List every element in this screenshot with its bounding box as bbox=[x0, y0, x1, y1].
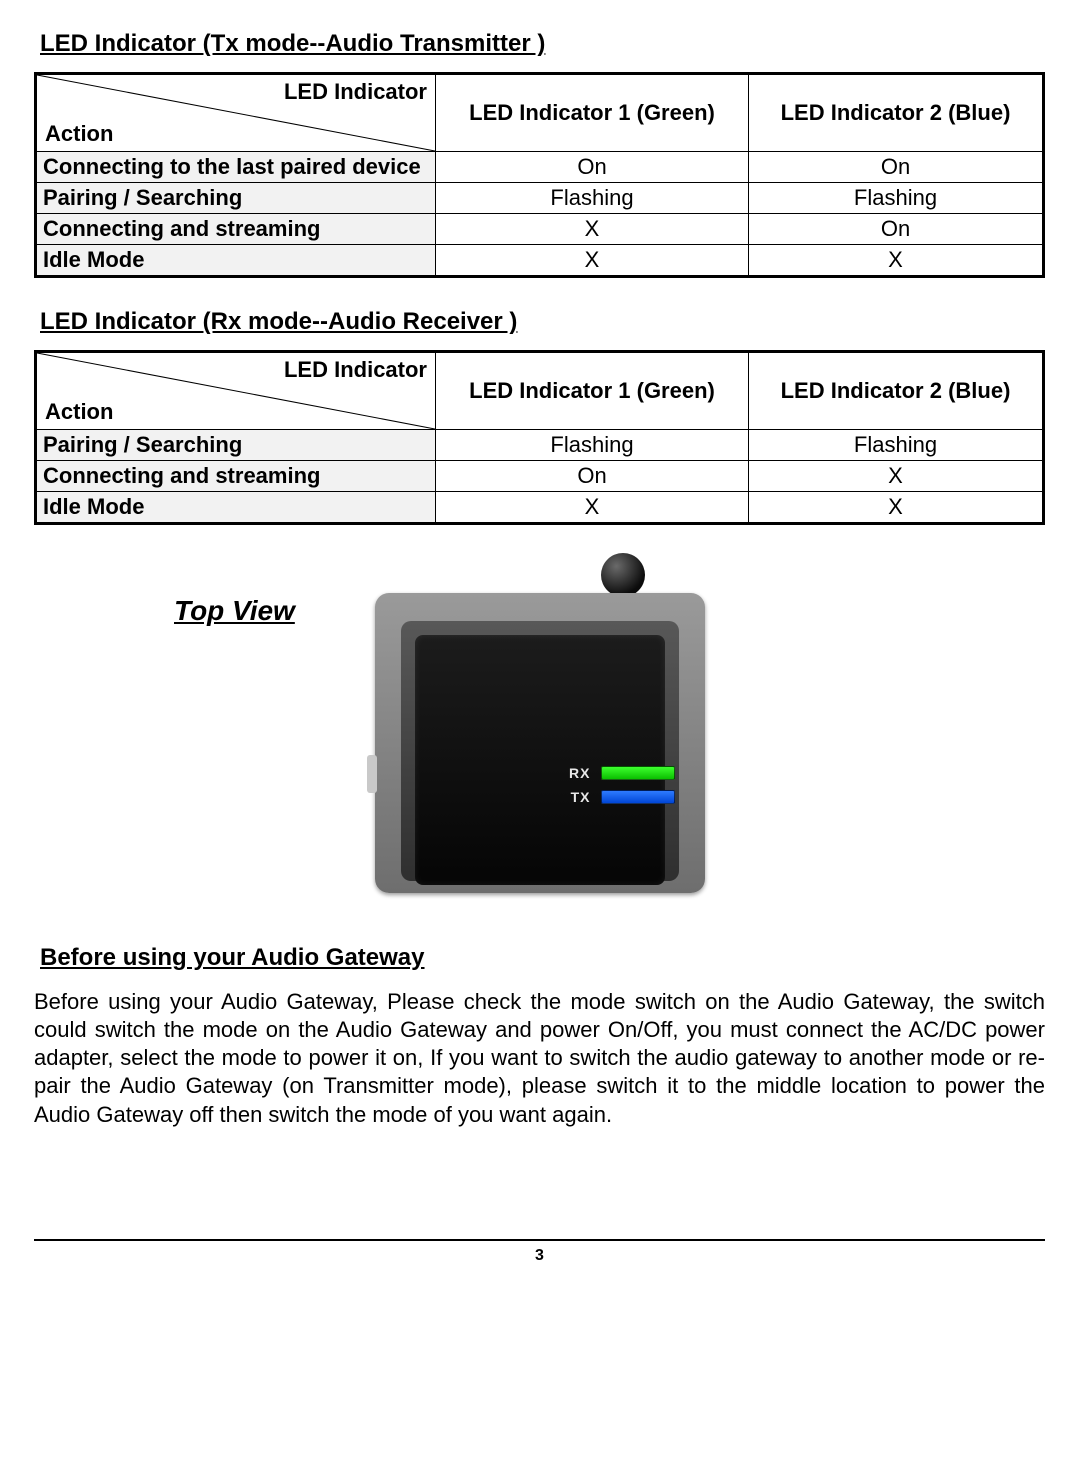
table-row: Connecting and streamingOnX bbox=[36, 461, 1044, 492]
row-label: Pairing / Searching bbox=[36, 183, 436, 214]
rx-table: LED Indicator Action LED Indicator 1 (Gr… bbox=[34, 350, 1045, 525]
page-number: 3 bbox=[535, 1247, 544, 1264]
rx-col2-header: LED Indicator 2 (Blue) bbox=[749, 352, 1044, 430]
tx-table: LED Indicator Action LED Indicator 1 (Gr… bbox=[34, 72, 1045, 278]
rx-table-corner: LED Indicator Action bbox=[36, 352, 436, 430]
tx-col2-header: LED Indicator 2 (Blue) bbox=[749, 74, 1044, 152]
cell-led1: On bbox=[436, 152, 749, 183]
cell-led2: On bbox=[749, 152, 1044, 183]
rx-tbody: Pairing / SearchingFlashingFlashingConne… bbox=[36, 430, 1044, 524]
tx-led-row: TX bbox=[571, 789, 675, 805]
table-row: Connecting to the last paired deviceOnOn bbox=[36, 152, 1044, 183]
tx-section-title: LED Indicator (Tx mode--Audio Transmitte… bbox=[40, 30, 1045, 58]
tx-led-icon bbox=[601, 790, 675, 804]
tx-col1-header: LED Indicator 1 (Green) bbox=[436, 74, 749, 152]
before-body-text: Before using your Audio Gateway, Please … bbox=[34, 988, 1045, 1129]
page-footer: 3 bbox=[34, 1239, 1045, 1265]
rx-led-row: RX bbox=[569, 765, 674, 781]
device-top-panel bbox=[415, 635, 665, 885]
rx-col1-header: LED Indicator 1 (Green) bbox=[436, 352, 749, 430]
rx-led-label: RX bbox=[569, 765, 590, 781]
tx-header-top: LED Indicator bbox=[284, 79, 427, 105]
device-illustration: RX TX bbox=[375, 565, 705, 905]
row-label: Pairing / Searching bbox=[36, 430, 436, 461]
row-label: Connecting and streaming bbox=[36, 461, 436, 492]
cell-led2: X bbox=[749, 461, 1044, 492]
row-label: Idle Mode bbox=[36, 245, 436, 277]
row-label: Connecting and streaming bbox=[36, 214, 436, 245]
rx-header-bottom: Action bbox=[45, 399, 113, 425]
row-label: Connecting to the last paired device bbox=[36, 152, 436, 183]
table-row: Idle ModeXX bbox=[36, 492, 1044, 524]
rx-section-title: LED Indicator (Rx mode--Audio Receiver ) bbox=[40, 308, 1045, 336]
row-label: Idle Mode bbox=[36, 492, 436, 524]
tx-table-corner: LED Indicator Action bbox=[36, 74, 436, 152]
top-view-caption: Top View bbox=[174, 595, 295, 627]
cell-led1: On bbox=[436, 461, 749, 492]
cell-led1: Flashing bbox=[436, 430, 749, 461]
cell-led1: X bbox=[436, 214, 749, 245]
cell-led2: X bbox=[749, 492, 1044, 524]
rx-led-icon bbox=[601, 766, 675, 780]
cell-led2: Flashing bbox=[749, 430, 1044, 461]
cell-led1: X bbox=[436, 245, 749, 277]
table-row: Pairing / SearchingFlashingFlashing bbox=[36, 430, 1044, 461]
cell-led2: Flashing bbox=[749, 183, 1044, 214]
device-figure: Top View RX TX bbox=[34, 565, 1045, 910]
rx-header-top: LED Indicator bbox=[284, 357, 427, 383]
table-row: Pairing / SearchingFlashingFlashing bbox=[36, 183, 1044, 214]
antenna-icon bbox=[601, 553, 645, 597]
tx-header-bottom: Action bbox=[45, 121, 113, 147]
tx-led-label: TX bbox=[571, 789, 591, 805]
cell-led1: Flashing bbox=[436, 183, 749, 214]
table-row: Idle ModeXX bbox=[36, 245, 1044, 277]
before-section-title: Before using your Audio Gateway bbox=[40, 944, 1045, 972]
cell-led2: On bbox=[749, 214, 1044, 245]
cell-led2: X bbox=[749, 245, 1044, 277]
tx-tbody: Connecting to the last paired deviceOnOn… bbox=[36, 152, 1044, 277]
cell-led1: X bbox=[436, 492, 749, 524]
side-button-icon bbox=[367, 755, 377, 793]
table-row: Connecting and streamingXOn bbox=[36, 214, 1044, 245]
